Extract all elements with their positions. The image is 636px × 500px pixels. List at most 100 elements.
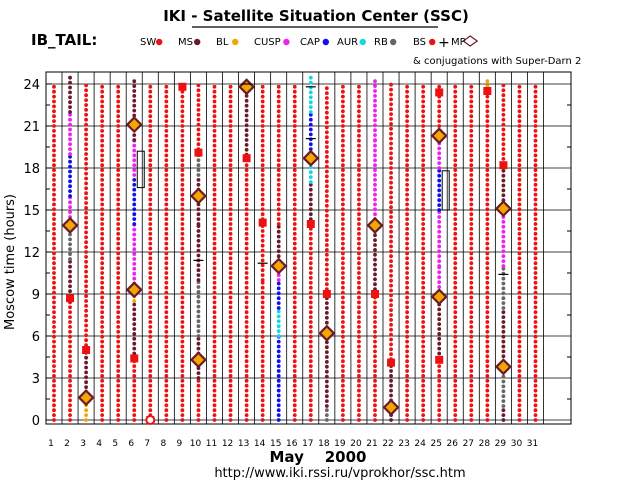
orbit-point: [100, 241, 105, 246]
orbit-point: [228, 344, 233, 349]
orbit-point: [453, 251, 458, 256]
orbit-point: [437, 388, 442, 393]
orbit-point: [132, 413, 137, 417]
orbit-point: [228, 266, 233, 270]
orbit-point: [84, 215, 88, 220]
orbit-point: [501, 127, 506, 132]
orbit-point: [453, 89, 458, 94]
orbit-point: [116, 251, 121, 256]
orbit-point: [164, 148, 169, 153]
orbit-point: [485, 408, 490, 413]
orbit-point: [68, 334, 72, 339]
orbit-point: [244, 118, 249, 123]
orbit-point: [405, 300, 409, 305]
orbit-point: [389, 308, 393, 312]
orbit-point: [357, 207, 361, 212]
orbit-point: [260, 253, 265, 258]
orbit-point: [132, 302, 137, 307]
orbit-point: [421, 398, 426, 403]
orbit-point: [421, 246, 426, 251]
orbit-point: [244, 178, 249, 182]
orbit-point: [485, 99, 490, 104]
orbit-point: [180, 114, 185, 119]
orbit-point: [260, 158, 265, 163]
orbit-point: [84, 255, 88, 259]
orbit-point: [116, 148, 121, 153]
orbit-point: [389, 166, 393, 170]
orbit-point: [260, 248, 265, 253]
orbit-point: [244, 413, 249, 417]
orbit-point: [292, 99, 297, 104]
orbit-point: [405, 217, 409, 222]
orbit-point: [116, 212, 121, 217]
orbit-point: [341, 231, 345, 236]
x-tick-label: 15: [270, 439, 281, 449]
orbit-point: [276, 234, 281, 239]
orbit-point: [469, 124, 474, 128]
orbit-point: [68, 284, 72, 289]
day-column: [116, 84, 121, 422]
orbit-point: [228, 364, 233, 368]
orbit-point: [485, 236, 490, 241]
orbit-point: [244, 280, 249, 285]
orbit-point: [341, 133, 345, 138]
orbit-point: [308, 122, 313, 127]
orbit-point: [485, 114, 490, 119]
orbit-point: [437, 119, 442, 123]
orbit-point: [276, 244, 281, 249]
orbit-point: [341, 398, 345, 403]
orbit-point: [453, 334, 458, 339]
orbit-point: [533, 398, 538, 403]
orbit-point: [469, 119, 474, 123]
orbit-point: [196, 137, 201, 142]
orbit-point: [52, 271, 56, 275]
orbit-point: [116, 329, 121, 334]
orbit-point: [164, 94, 169, 99]
orbit-point: [196, 268, 201, 273]
orbit-point: [292, 158, 297, 163]
orbit-point: [437, 346, 442, 351]
orbit-point: [228, 393, 233, 398]
orbit-point: [421, 408, 426, 413]
orbit-point: [341, 325, 345, 329]
horizontal-grid: [46, 83, 571, 421]
orbit-point: [453, 207, 458, 212]
orbit-point: [164, 84, 169, 89]
orbit-point: [453, 388, 458, 393]
orbit-point: [100, 261, 105, 266]
orbit-point: [308, 112, 313, 117]
orbit-point: [260, 119, 265, 123]
orbit-point: [405, 168, 409, 173]
orbit-point: [308, 197, 313, 202]
orbit-point: [373, 369, 377, 373]
orbit-point: [180, 413, 185, 417]
orbit-point: [100, 222, 105, 226]
orbit-point: [421, 236, 426, 241]
orbit-point: [212, 285, 217, 290]
orbit-point: [324, 315, 329, 320]
orbit-point: [148, 334, 153, 339]
footer-url[interactable]: http://www.iki.rssi.ru/vprokhor/ssc.htm: [214, 466, 465, 481]
orbit-point: [100, 246, 105, 251]
orbit-point: [68, 112, 72, 117]
orbit-point: [517, 271, 522, 275]
orbit-point: [68, 413, 72, 417]
orbit-point: [148, 388, 153, 393]
orbit-point: [469, 359, 474, 364]
orbit-point: [453, 266, 458, 270]
orbit-point: [308, 290, 313, 295]
orbit-point: [212, 133, 217, 138]
orbit-point: [260, 104, 265, 109]
orbit-point: [308, 398, 313, 403]
orbit-point: [116, 334, 121, 339]
orbit-point: [357, 276, 361, 280]
orbit-point: [244, 261, 249, 266]
orbit-point: [68, 152, 72, 156]
orbit-point: [308, 378, 313, 383]
orbit-point: [389, 244, 393, 249]
orbit-point: [405, 285, 409, 290]
orbit-point: [212, 315, 217, 319]
orbit-point: [228, 359, 233, 364]
orbit-point: [437, 322, 442, 326]
